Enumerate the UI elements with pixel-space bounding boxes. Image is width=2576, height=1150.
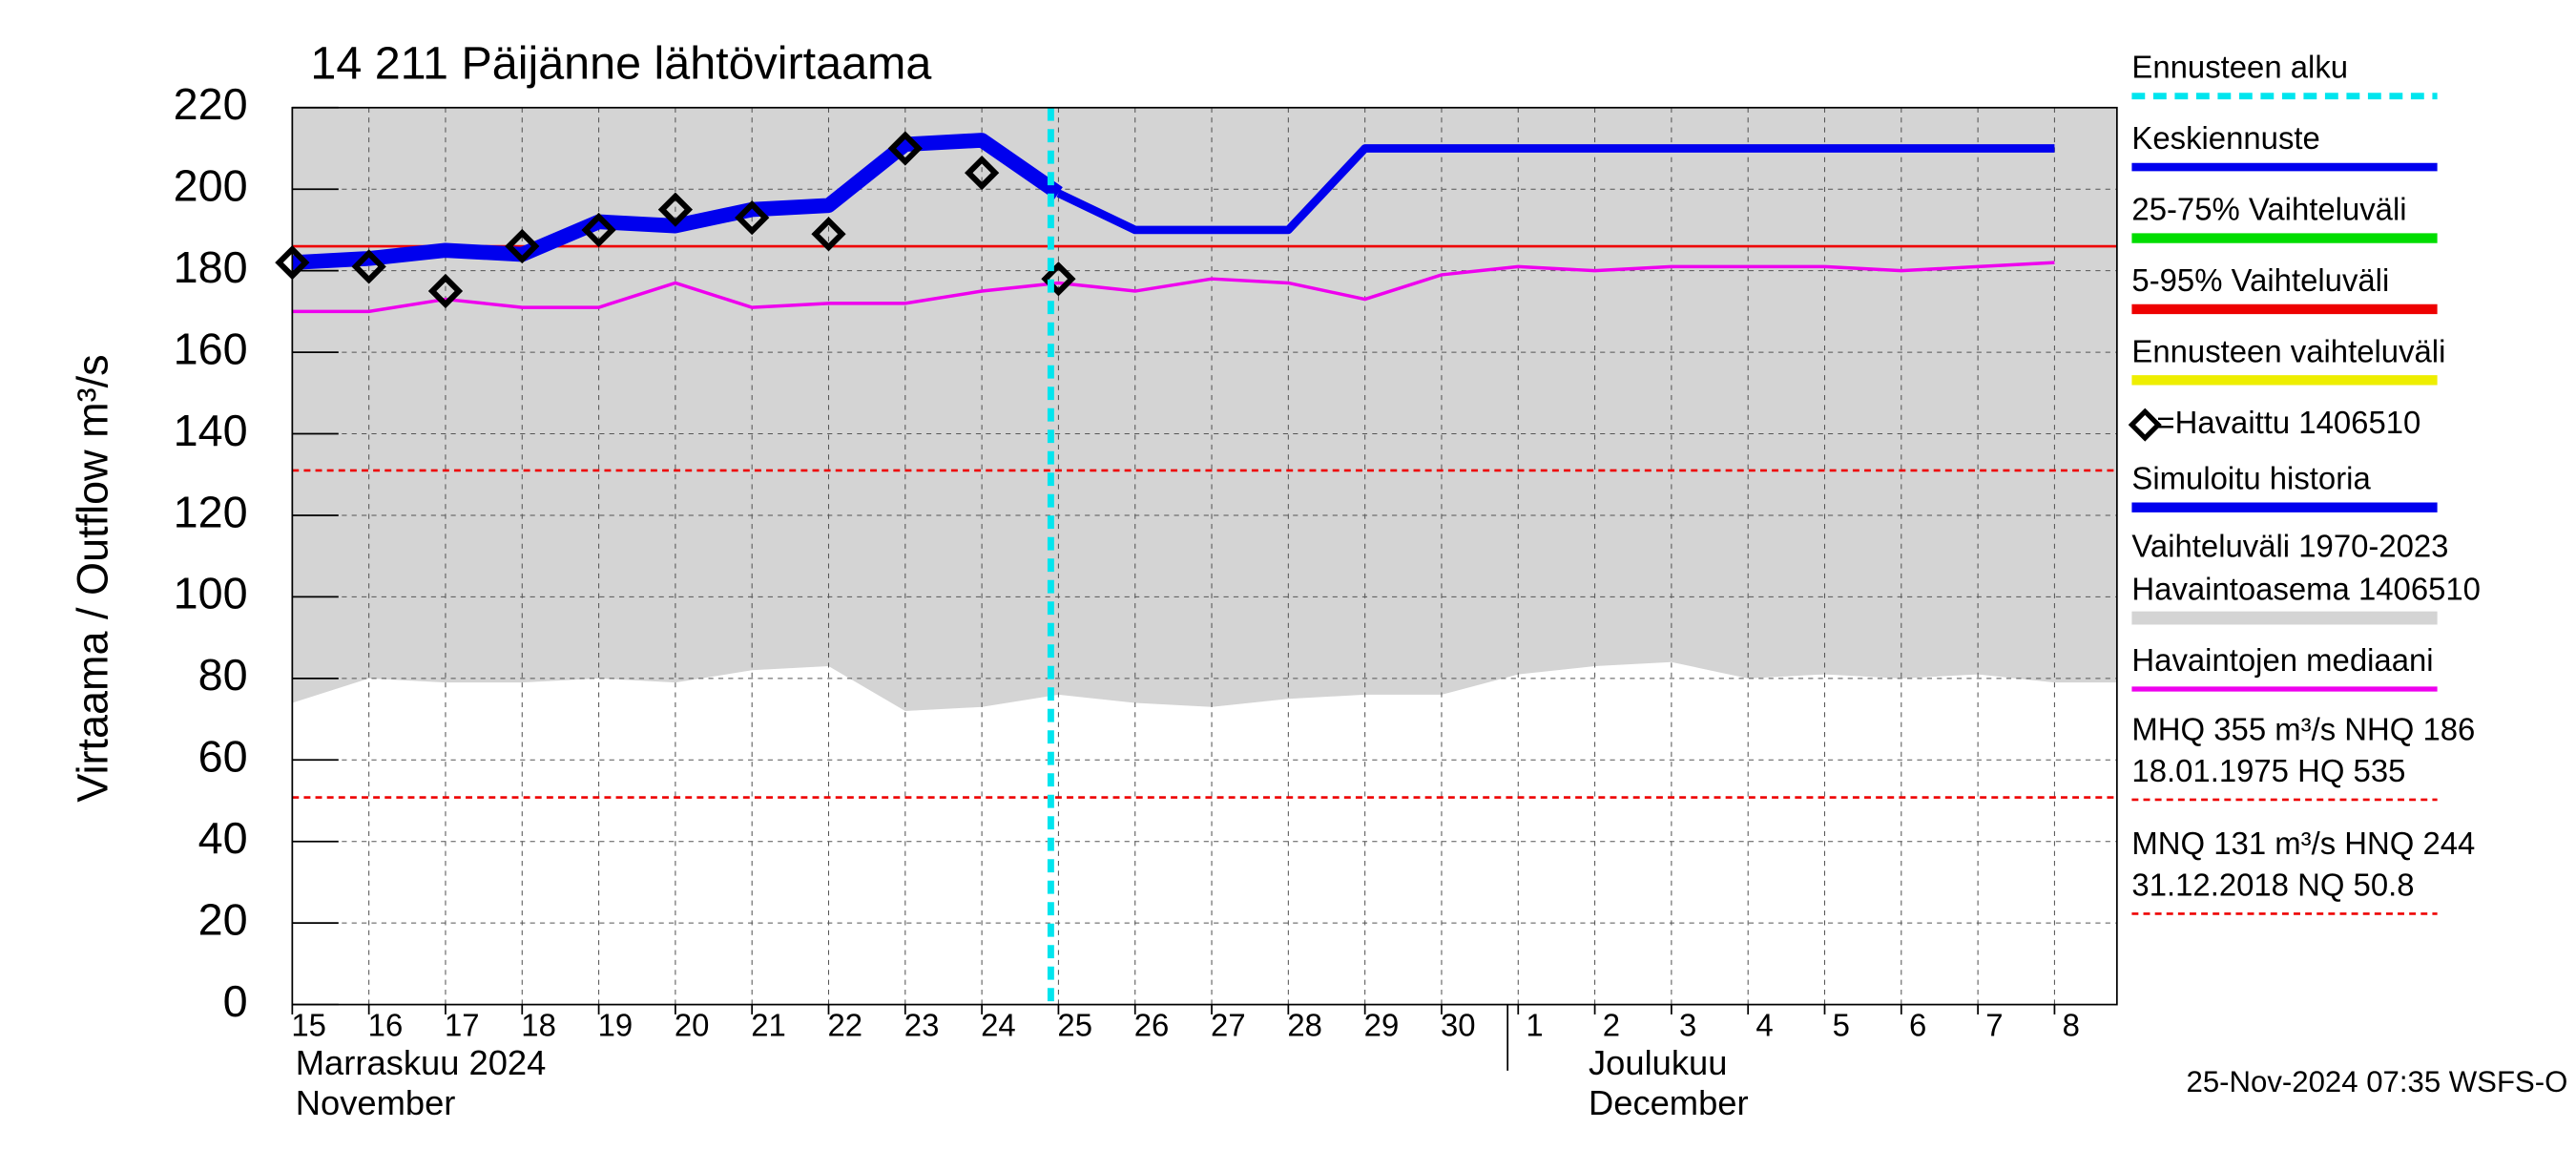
x-tick-label: 5 <box>1833 1008 1850 1043</box>
y-tick-label: 0 <box>223 976 248 1026</box>
x-tick-label: 28 <box>1287 1008 1322 1043</box>
observed-marker <box>427 273 464 309</box>
legend-label: 25-75% Vaihteluväli <box>2131 192 2406 227</box>
month-label: December <box>1589 1083 1749 1122</box>
plot-frame <box>291 106 2118 1006</box>
legend-label: =Havaittu 1406510 <box>2156 405 2420 440</box>
x-tick-label: 18 <box>521 1008 556 1043</box>
observed-marker <box>735 199 770 236</box>
y-tick-label: 60 <box>198 732 248 782</box>
y-tick-label: 140 <box>174 406 248 455</box>
x-tick-label: 17 <box>445 1008 480 1043</box>
observed-marker <box>811 217 846 252</box>
x-tick-label: 23 <box>904 1008 940 1043</box>
x-tick-label: 29 <box>1364 1008 1400 1043</box>
observed-marker <box>887 131 923 166</box>
legend-label: Vaihteluväli 1970-2023 <box>2131 529 2448 564</box>
month-label: Joulukuu <box>1589 1043 1727 1082</box>
y-tick-label: 160 <box>174 324 248 373</box>
x-tick-label: 7 <box>1985 1008 2003 1043</box>
observed-marker <box>351 249 386 284</box>
median-line <box>292 261 2055 314</box>
x-tick-label: 8 <box>2063 1008 2080 1043</box>
legend-label: Havaintoasema 1406510 <box>2131 572 2481 607</box>
observed-marker <box>657 192 694 227</box>
x-tick-label: 1 <box>1526 1008 1543 1043</box>
legend-label: MHQ 355 m³/s NHQ 186 <box>2131 712 2475 747</box>
x-tick-label: 3 <box>1679 1008 1696 1043</box>
x-tick-label: 20 <box>675 1008 710 1043</box>
x-tick-label: 26 <box>1134 1008 1170 1043</box>
legend-label: 31.12.2018 NQ 50.8 <box>2131 867 2414 902</box>
legend-marker <box>2128 408 2162 442</box>
observed-marker <box>505 228 540 264</box>
y-tick-label: 40 <box>198 813 248 863</box>
x-tick-label: 22 <box>828 1008 863 1043</box>
observed-marker <box>1041 261 1076 297</box>
observed-marker <box>964 156 1000 191</box>
x-tick-label: 27 <box>1211 1008 1246 1043</box>
observed-marker <box>581 212 616 248</box>
y-tick-label: 100 <box>174 569 248 618</box>
legend-label: 18.01.1975 HQ 535 <box>2131 753 2405 788</box>
y-tick-label: 20 <box>198 895 248 945</box>
legend-label: Ennusteen vaihteluväli <box>2131 333 2445 368</box>
y-tick-label: 120 <box>174 487 248 536</box>
forecast-line <box>1056 144 2055 235</box>
x-tick-label: 2 <box>1603 1008 1620 1043</box>
legend-label: MNQ 131 m³/s HNQ 244 <box>2131 826 2475 861</box>
y-tick-label: 220 <box>174 79 248 129</box>
range-band <box>292 107 2117 712</box>
legend-label: Ennusteen alku <box>2131 50 2348 85</box>
chart-title: 14 211 Päijänne lähtövirtaama <box>310 37 931 89</box>
y-tick-label: 80 <box>198 650 248 700</box>
y-tick-label: 180 <box>174 242 248 292</box>
x-tick-label: 15 <box>291 1008 326 1043</box>
legend-label: Keskiennuste <box>2131 120 2319 156</box>
x-tick-label: 30 <box>1441 1008 1476 1043</box>
footer: 25-Nov-2024 07:35 WSFS-O <box>2187 1065 2568 1098</box>
x-tick-label: 25 <box>1057 1008 1092 1043</box>
x-tick-label: 19 <box>598 1008 634 1043</box>
y-tick-label: 200 <box>174 161 248 211</box>
x-tick-label: 24 <box>981 1008 1016 1043</box>
y-axis-label: Virtaama / Outflow m³/s <box>68 354 116 802</box>
month-label: Marraskuu 2024 <box>296 1043 547 1082</box>
x-tick-label: 4 <box>1755 1008 1773 1043</box>
x-tick-label: 21 <box>751 1008 786 1043</box>
legend-label: 5-95% Vaihteluväli <box>2131 262 2389 298</box>
x-tick-label: 16 <box>368 1008 404 1043</box>
month-label: November <box>296 1083 456 1122</box>
legend-label: Simuloitu historia <box>2131 461 2371 496</box>
x-tick-label: 6 <box>1909 1008 1926 1043</box>
legend-label: Havaintojen mediaani <box>2131 642 2433 678</box>
